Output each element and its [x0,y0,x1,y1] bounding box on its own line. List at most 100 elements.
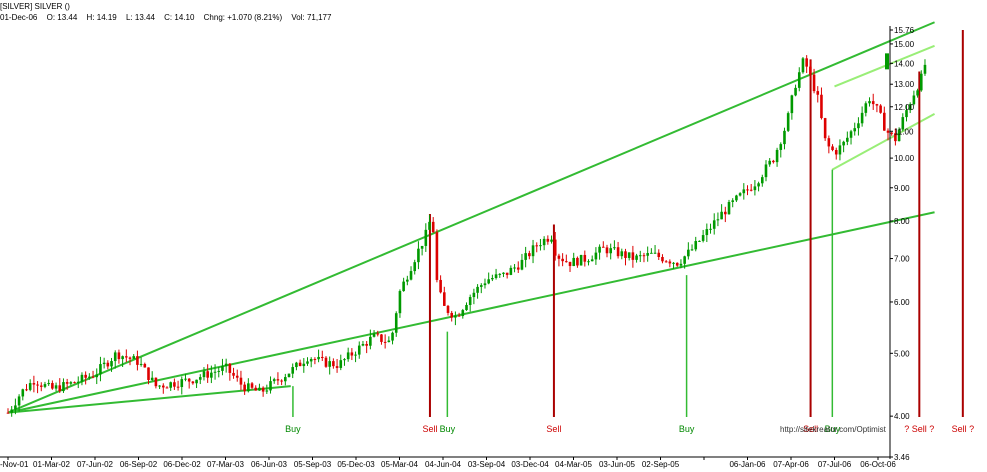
candle-body [468,297,472,305]
candle-body [125,356,128,358]
candle [919,70,923,92]
candle-body [694,241,698,250]
candle-body [180,379,184,388]
candle [775,147,779,167]
candle-body [176,386,180,388]
candle-body [32,383,36,385]
candle [84,371,87,385]
candle-body [235,375,239,378]
candle-body [376,333,380,335]
x-tick-label: 06-Oct-06 [860,460,896,469]
candle [587,259,590,266]
candle-body [158,385,161,387]
candle [675,262,679,267]
candle-body [47,383,50,385]
candle-body [638,255,642,257]
candle [908,102,912,114]
candle-body [357,345,361,355]
candle-body [727,201,731,215]
y-tick-label: 11.00 [894,127,914,136]
candle-body [332,361,335,367]
candle-body [239,377,243,385]
candle [54,382,58,392]
signal-lines-layer [292,30,964,417]
candle [749,184,753,192]
candle-body [857,123,860,129]
candle-body [198,377,202,380]
candle [154,377,158,389]
x-tick-label: -Nov-01 [0,460,29,469]
candle-body [287,373,291,378]
candle [834,147,838,160]
candle-body [842,141,845,146]
candle-body [169,382,172,388]
candle [550,235,553,244]
candle [150,371,154,382]
candle-body [897,129,901,142]
candle [601,241,605,248]
candle [613,240,616,250]
x-tick-label: 05-Dec-03 [337,460,375,469]
candle-body [446,305,450,313]
y-tick-label: 15.00 [894,40,915,49]
candle [731,198,735,208]
candle-body [775,149,779,163]
candle-body [269,381,272,391]
candle [206,364,209,383]
candle [827,135,831,154]
candle [91,370,95,379]
candle [886,128,890,141]
candle-body [557,255,561,259]
candle-body [801,58,805,73]
candle-body [783,130,786,145]
candle-body [687,249,690,257]
quote-change: Chng: +1.070 (8.21%) [203,13,283,22]
signal-label-sell-3: Sell [546,424,561,434]
signal-label-buy-4: Buy [679,424,695,434]
candle [169,381,172,391]
candle [883,106,886,131]
candle [871,93,875,110]
candle [609,243,612,260]
candle [58,378,62,393]
candle [694,236,698,252]
candle-body [476,286,479,293]
candle [202,367,206,381]
candle [568,261,572,272]
candle [627,252,631,261]
candle [354,351,357,363]
candle-body [809,66,812,75]
candle-body [675,262,679,266]
candle [757,181,760,192]
candle [594,247,598,265]
candle-body [88,376,91,378]
signal-label-sell-7: ? Sell ? [904,424,934,434]
y-tick-label: 15.76 [894,26,915,35]
candle [901,113,905,132]
candle [631,245,635,268]
candle [439,275,442,294]
candle-body [657,252,661,257]
candle-body [136,356,139,365]
candle [724,206,727,223]
candle [557,253,561,267]
candle [535,242,539,253]
candle-body [846,137,849,142]
candle-body [701,235,705,241]
candle [365,341,368,354]
last-price-marker [885,53,889,70]
candle-body [631,252,635,260]
candle-body [502,272,505,274]
candle-body [210,372,213,378]
candle-body [553,239,557,256]
candle [661,254,664,264]
candle-body [161,385,165,388]
candle [272,377,276,384]
candle-body [73,382,76,384]
candle-body [143,363,147,368]
candle [313,357,317,365]
candle-body [258,387,261,391]
candle [768,158,771,167]
candle [102,357,106,369]
candle-body [413,262,417,272]
